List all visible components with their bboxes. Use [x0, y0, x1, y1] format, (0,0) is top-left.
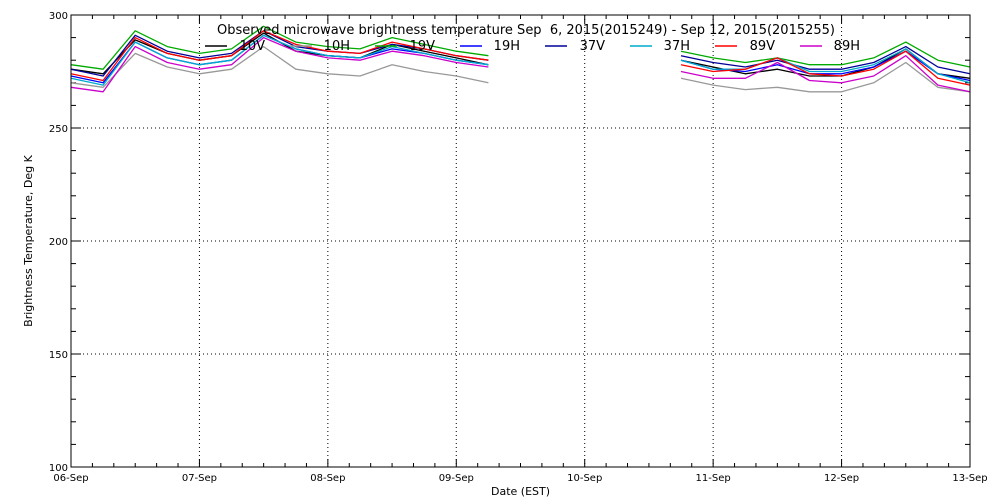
x-tick-label: 07-Sep: [182, 473, 217, 484]
y-tick-label: 150: [49, 350, 68, 361]
legend-label-37v: 37V: [580, 39, 606, 54]
x-tick-label: 09-Sep: [439, 473, 474, 484]
legend-label-37h: 37H: [664, 39, 690, 54]
series-line-19v: [70, 25, 971, 70]
chart-title: Observed microwave brightness temperatur…: [217, 23, 835, 38]
plot-frame: [70, 14, 971, 468]
y-tick-label: 300: [49, 11, 68, 22]
legend-label-10v: 10V: [240, 39, 266, 54]
x-tick-label: 10-Sep: [567, 473, 602, 484]
y-tick-label: 100: [49, 463, 68, 474]
y-tick-label: 200: [49, 237, 68, 248]
y-tick-label: 250: [49, 124, 68, 135]
y-axis-title: Brightness Temperature, Deg K: [22, 154, 35, 326]
legend-label-10h: 10H: [324, 39, 350, 54]
series-line-10h: [70, 45, 971, 93]
legend-label-89v: 89V: [750, 39, 776, 54]
legend-label-19v: 19V: [410, 39, 436, 54]
legend-label-19h: 19H: [494, 39, 520, 54]
x-tick-label: 06-Sep: [53, 473, 88, 484]
legend-label-89h: 89H: [834, 39, 860, 54]
series-line-89v: [70, 30, 971, 86]
series-line-89h: [70, 36, 971, 93]
x-axis-title: Date (EST): [491, 485, 550, 498]
x-tick-label: 11-Sep: [696, 473, 731, 484]
x-tick-label: 13-Sep: [952, 473, 987, 484]
series-line-37h: [70, 34, 971, 86]
x-tick-label: 08-Sep: [310, 473, 345, 484]
x-tick-label: 12-Sep: [824, 473, 859, 484]
